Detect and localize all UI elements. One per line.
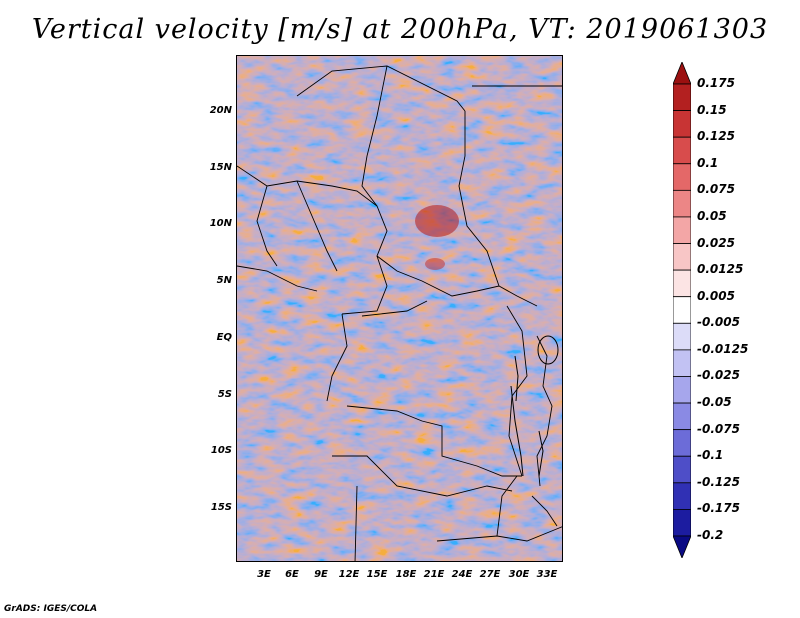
lat-label: 10N bbox=[209, 218, 232, 229]
colorbar-tick-label: -0.1 bbox=[697, 448, 724, 463]
lon-label: 3E bbox=[257, 569, 271, 580]
lon-label: 24E bbox=[451, 569, 473, 580]
colorbar-tick-label: -0.175 bbox=[697, 501, 740, 516]
colorbar-segment bbox=[673, 163, 691, 191]
map-plot-area bbox=[236, 55, 563, 562]
lat-label: 20N bbox=[209, 105, 232, 116]
colorbar-segment bbox=[673, 269, 691, 298]
country-borders bbox=[237, 65, 562, 561]
colorbar-bottom-arrow bbox=[673, 535, 691, 558]
colorbar-tick-label: -0.125 bbox=[697, 474, 740, 489]
vertical-velocity-field bbox=[237, 56, 562, 561]
lat-label: EQ bbox=[216, 332, 232, 343]
colorbar-tick-label: 0.15 bbox=[697, 102, 727, 117]
updraft-secondary bbox=[425, 258, 445, 270]
colorbar-tick-label: 0.025 bbox=[697, 235, 735, 250]
colorbar-tick-label: -0.075 bbox=[697, 421, 740, 436]
colorbar-tick-label: -0.2 bbox=[697, 528, 724, 542]
colorbar-segment bbox=[673, 482, 691, 510]
colorbar-segment bbox=[673, 402, 691, 431]
colorbar-tick-label: -0.005 bbox=[697, 315, 740, 330]
colorbar bbox=[673, 62, 691, 558]
colorbar-top-arrow bbox=[673, 62, 691, 85]
colorbar-tick-label: -0.025 bbox=[697, 368, 740, 383]
colorbar-segment bbox=[673, 136, 691, 165]
chart-title: Vertical velocity [m/s] at 200hPa, VT: 2… bbox=[31, 14, 769, 45]
lon-label: 9E bbox=[314, 569, 328, 580]
lon-label: 33E bbox=[536, 569, 558, 580]
lat-label: 15N bbox=[209, 162, 232, 173]
colorbar-tick-label: 0.005 bbox=[697, 288, 735, 303]
colorbar-segment bbox=[673, 429, 691, 457]
colorbar-tick-label: -0.05 bbox=[697, 395, 732, 410]
lon-label: 12E bbox=[338, 569, 360, 580]
lon-label: 15E bbox=[366, 569, 388, 580]
colorbar-segment bbox=[673, 349, 691, 377]
updraft-core bbox=[415, 205, 459, 237]
colorbar-segment bbox=[673, 110, 691, 138]
lon-label: 21E bbox=[423, 569, 445, 580]
lakes bbox=[510, 335, 559, 477]
colorbar-tick-label: -0.0125 bbox=[697, 341, 749, 356]
colorbar-segment bbox=[673, 83, 691, 111]
colorbar-segment bbox=[673, 296, 691, 324]
footer-credit: GrADS: IGES/COLA bbox=[4, 604, 98, 614]
lat-label: 10S bbox=[210, 445, 232, 456]
colorbar-segment bbox=[673, 455, 691, 484]
lon-label: 30E bbox=[508, 569, 530, 580]
colorbar-segment bbox=[673, 376, 691, 404]
lat-label: 15S bbox=[210, 502, 232, 513]
colorbar-segment bbox=[673, 509, 691, 537]
colorbar-segment bbox=[673, 243, 691, 271]
lon-label: 18E bbox=[395, 569, 417, 580]
lon-label: 6E bbox=[285, 569, 299, 580]
lat-label: 5N bbox=[216, 275, 232, 286]
colorbar-tick-label: 0.0125 bbox=[697, 262, 744, 277]
colorbar-tick-label: 0.05 bbox=[697, 208, 727, 223]
colorbar-tick-label: 0.1 bbox=[697, 155, 719, 170]
colorbar-segment bbox=[673, 189, 691, 218]
colorbar-tick-label: 0.075 bbox=[697, 182, 735, 197]
colorbar-segment bbox=[673, 216, 691, 244]
colorbar-tick-label: 0.125 bbox=[697, 129, 735, 144]
colorbar-tick-label: 0.175 bbox=[697, 76, 735, 90]
lat-label: 5S bbox=[217, 389, 232, 400]
lon-label: 27E bbox=[479, 569, 501, 580]
colorbar-segment bbox=[673, 322, 691, 351]
